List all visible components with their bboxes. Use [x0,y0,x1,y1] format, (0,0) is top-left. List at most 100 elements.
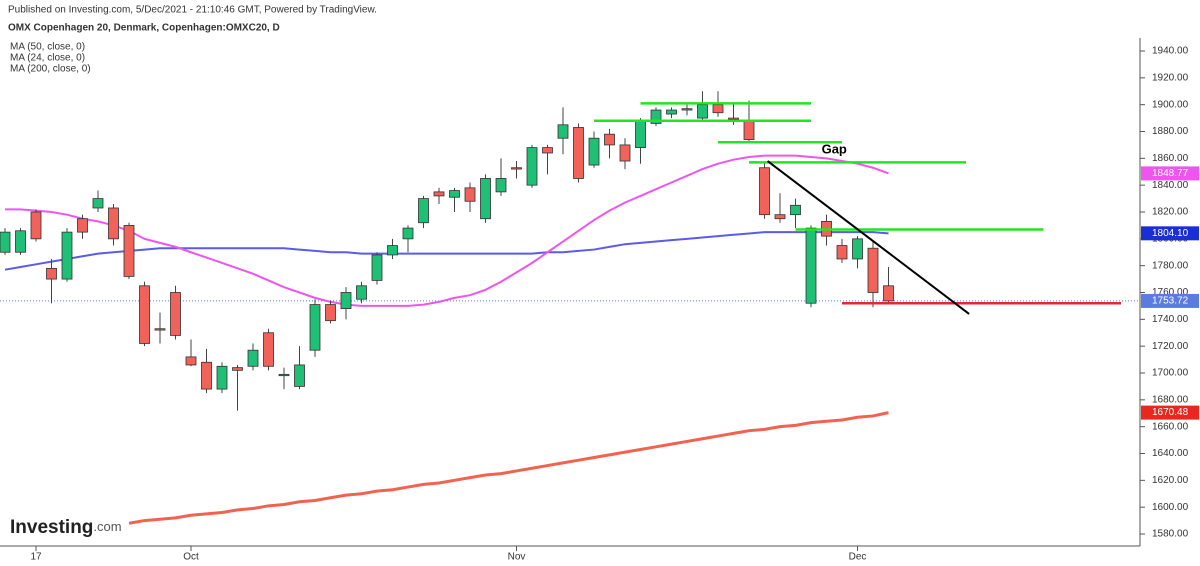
candle-body [340,292,352,310]
candle-body [108,207,119,240]
candle-body [46,267,57,280]
candle-body [588,137,600,166]
candle-body [77,218,88,233]
candle-body [387,245,398,256]
candle-body [526,147,538,186]
candle-body [743,120,755,140]
ma-line [128,411,889,525]
y-tick-label: 1720.00 [1152,341,1189,352]
published-note: Published on Investing.com, 5/Dec/2021 -… [8,5,377,16]
symbol-title: OMX Copenhagen 20, Denmark, Copenhagen:O… [8,23,280,34]
candle-body [557,124,569,139]
price-tag-label: 1753.72 [1152,296,1189,307]
x-tick-label: Nov [508,552,526,563]
candle-body [573,127,584,179]
candle-body [309,304,321,351]
price-tag [1141,405,1199,420]
candle-body [294,364,305,387]
ma-line [4,231,889,271]
candle-body [247,349,259,367]
price-tag-label: 1670.48 [1152,407,1189,418]
price-tag-label: 1848.77 [1152,168,1189,179]
legend-entry: MA (50, close, 0) [10,42,85,53]
y-tick-label: 1940.00 [1152,46,1189,57]
candle-body [92,198,104,209]
candle-body [542,147,553,154]
candle-body [170,292,181,336]
y-tick-label: 1780.00 [1152,260,1189,271]
x-tick-label: Oct [183,552,199,563]
y-tick-label: 1920.00 [1152,72,1189,83]
candle-body [123,225,135,277]
candle-body [61,231,73,280]
y-tick-label: 1620.00 [1152,475,1189,486]
candle-body [325,304,336,322]
x-tick-label: 17 [30,552,42,563]
candle-body [0,231,11,253]
candle-body [356,285,367,300]
candle-body [728,117,739,120]
candle-body [604,133,615,146]
y-tick-label: 1820.00 [1152,207,1189,218]
candle-body [511,167,522,170]
candle-body [805,227,817,304]
candle-body [852,238,863,260]
candle-body [464,187,476,202]
y-tick-label: 1880.00 [1152,126,1189,137]
y-tick-label: 1760.00 [1152,287,1189,298]
candle-body [836,245,848,260]
candle-body [480,178,491,220]
candle-body [216,365,228,390]
y-tick-label: 1740.00 [1152,314,1189,325]
y-tick-label: 1660.00 [1152,421,1189,432]
candle-body [883,285,894,302]
price-tag [1141,166,1199,181]
candle-body [650,109,662,124]
logo: Investing.com [10,517,122,538]
y-tick-label: 1860.00 [1152,153,1189,164]
x-tick-label: Dec [849,552,867,563]
candle-body [139,285,150,344]
candle-body [30,211,42,240]
annotation: Gap [822,142,847,157]
candle-body [697,104,708,119]
candle-body [619,144,631,162]
y-tick-label: 1580.00 [1152,529,1189,540]
candle-body [635,120,646,149]
candle-body [201,361,212,390]
price-tag-label: 1804.10 [1152,228,1189,239]
candle-body [263,332,274,367]
logo-main: Investing [10,517,93,538]
y-tick-label: 1700.00 [1152,368,1189,379]
y-tick-label: 1840.00 [1152,180,1189,191]
candle-body [402,227,414,240]
price-tag [1141,293,1199,308]
candle-body [666,109,677,115]
candle-body [867,247,879,293]
candle-body [418,198,429,224]
candle-body [232,367,243,371]
y-tick-label: 1600.00 [1152,502,1189,513]
candle-body [712,104,724,114]
candle-body [681,108,693,111]
ma-line [5,154,889,307]
candle-body [495,178,507,193]
candle-body [371,254,383,281]
candle-body [790,204,801,216]
candle-body [154,328,166,331]
candle-body [774,214,786,220]
price-tag [1141,226,1199,241]
candle-body [185,356,197,366]
legend-entry: MA (200, close, 0) [10,64,91,75]
y-tick-label: 1640.00 [1152,448,1189,459]
candle-body [449,190,460,198]
y-tick-label: 1900.00 [1152,99,1189,110]
logo-suffix: .com [93,519,121,534]
trend-line [766,160,970,315]
candle-body [433,191,445,197]
candle-body [278,373,290,377]
candle-body [15,230,26,253]
y-tick-label: 1680.00 [1152,394,1189,405]
candle-body [759,167,770,216]
